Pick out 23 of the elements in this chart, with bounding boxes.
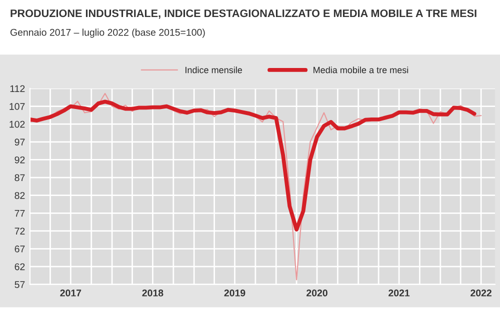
x-tick-label: 2017 <box>60 290 82 296</box>
x-tick-label: 2022 <box>470 290 492 296</box>
y-tick-label: 62 <box>14 263 25 270</box>
x-tick-label: 2020 <box>306 290 328 296</box>
legend-label: Indice mensile <box>186 66 242 74</box>
y-tick-label: 57 <box>14 281 25 288</box>
y-tick-label: 107 <box>10 103 25 110</box>
y-tick-label: 82 <box>14 192 25 199</box>
y-tick-label: 87 <box>14 174 25 182</box>
y-tick-label: 102 <box>10 120 25 128</box>
line-series <box>30 100 476 232</box>
y-tick-label: 92 <box>14 156 25 164</box>
y-tick-label: 72 <box>14 228 25 234</box>
chart-subtitle: Gennaio 2017 – luglio 2022 (base 2015=100) <box>10 28 205 38</box>
x-tick-label: 2021 <box>388 290 410 296</box>
legend-label: Media mobile a tre mesi <box>314 66 408 74</box>
chart-title: PRODUZIONE INDUSTRIALE, INDICE DESTAGIONALIZZATO E MEDIA MOBILE A TRE MESI <box>10 9 476 19</box>
y-tick-label: 112 <box>10 85 25 92</box>
y-tick-label: 67 <box>14 246 25 252</box>
x-tick-label: 2018 <box>142 290 164 296</box>
x-tick-label: 2019 <box>224 290 246 296</box>
y-tick-label: 77 <box>14 210 25 217</box>
y-tick-label: 97 <box>14 138 25 146</box>
